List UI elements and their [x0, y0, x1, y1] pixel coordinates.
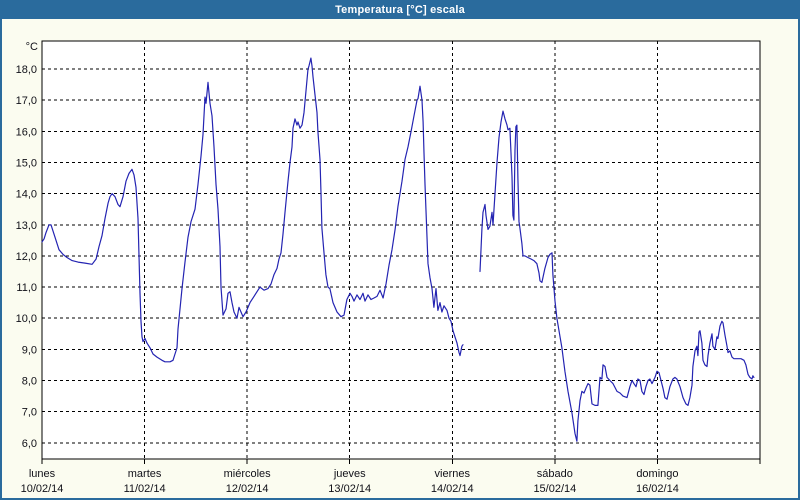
y-axis-unit-label: °C: [26, 41, 38, 53]
x-date-label: 16/02/14: [636, 483, 679, 495]
x-day-label: jueves: [333, 468, 366, 480]
y-tick-label: 15,0: [16, 157, 37, 169]
x-date-label: 13/02/14: [328, 483, 371, 495]
x-day-label: sábado: [537, 468, 573, 480]
x-date-label: 10/02/14: [21, 483, 64, 495]
y-tick-label: 18,0: [16, 64, 37, 76]
y-tick-label: 6,0: [22, 438, 37, 450]
y-tick-label: 8,0: [22, 376, 37, 388]
plot-border: [41, 40, 761, 460]
y-tick-label: 7,0: [22, 407, 37, 419]
y-tick-label: 16,0: [16, 126, 37, 138]
window-titlebar: Temperatura [°C] escala: [0, 0, 800, 19]
x-date-label: 14/02/14: [431, 483, 474, 495]
y-tick-label: 10,0: [16, 313, 37, 325]
x-day-label: domingo: [636, 468, 678, 480]
y-tick-label: 12,0: [16, 251, 37, 263]
y-tick-label: 11,0: [16, 282, 37, 294]
y-tick-label: 14,0: [16, 189, 37, 201]
x-day-label: viernes: [435, 468, 471, 480]
y-tick-label: 17,0: [16, 95, 37, 107]
window-title: Temperatura [°C] escala: [335, 3, 465, 16]
y-tick-label: 9,0: [22, 344, 37, 356]
x-day-label: miércoles: [224, 468, 272, 480]
x-date-label: 11/02/14: [124, 483, 166, 495]
x-day-label: martes: [128, 468, 162, 480]
temperature-line-segment: [41, 57, 464, 363]
temperature-line-segment: [479, 110, 755, 442]
x-date-label: 12/02/14: [226, 483, 269, 495]
plot-area: [42, 41, 760, 459]
x-date-label: 15/02/14: [533, 483, 576, 495]
x-day-label: lunes: [29, 468, 56, 480]
y-tick-label: 13,0: [16, 220, 37, 232]
